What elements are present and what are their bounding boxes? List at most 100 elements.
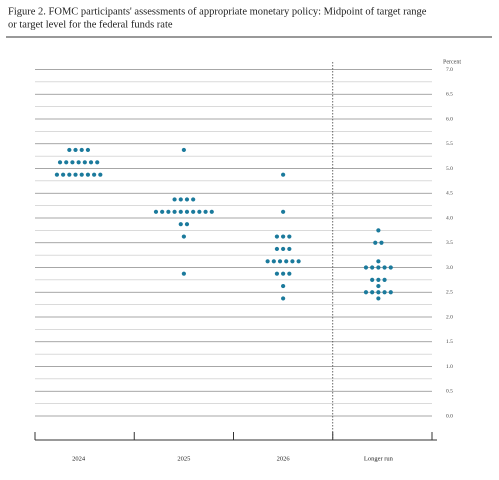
dot xyxy=(370,265,375,270)
dot xyxy=(287,234,292,239)
dot xyxy=(82,160,87,165)
dot xyxy=(376,265,381,270)
y-tick-label: 0.5 xyxy=(446,389,453,395)
dot xyxy=(67,147,72,153)
y-tick-label: 4.0 xyxy=(446,215,453,221)
y-tick-label: 6.0 xyxy=(446,116,453,122)
dot xyxy=(379,240,384,245)
y-tick-label: 6.5 xyxy=(446,92,453,98)
dot xyxy=(181,271,186,276)
dot xyxy=(172,209,177,214)
y-unit-label: Percent xyxy=(443,59,461,65)
chart-title: or target level for the federal funds ra… xyxy=(8,19,173,30)
dot xyxy=(172,197,177,202)
dot xyxy=(73,147,78,153)
x-tick-label: 2024 xyxy=(72,455,86,462)
dot xyxy=(376,283,381,289)
dot xyxy=(181,147,186,153)
dot xyxy=(373,240,378,245)
dot xyxy=(178,209,183,214)
dot xyxy=(184,209,190,214)
dot xyxy=(363,290,369,295)
dot xyxy=(388,290,393,295)
dot xyxy=(191,197,196,202)
y-tick-label: 1.0 xyxy=(446,364,453,370)
y-tick-label: 3.0 xyxy=(446,265,453,271)
dot xyxy=(277,259,283,264)
y-tick-label: 3.5 xyxy=(446,240,453,246)
dot xyxy=(376,277,381,282)
dot xyxy=(296,259,301,264)
dot xyxy=(153,209,159,214)
dot xyxy=(209,209,214,214)
dot xyxy=(73,172,78,177)
dot xyxy=(281,209,286,214)
x-tick-label: 2025 xyxy=(177,455,190,462)
dot xyxy=(382,265,387,270)
dot xyxy=(363,265,369,270)
dot xyxy=(98,172,103,177)
dot xyxy=(287,246,292,252)
dot xyxy=(281,172,286,177)
dot xyxy=(376,290,381,295)
dot xyxy=(265,259,270,264)
dot xyxy=(370,277,375,282)
dot xyxy=(274,246,280,252)
x-tick-label: 2026 xyxy=(277,455,291,462)
dot xyxy=(79,172,84,177)
dot xyxy=(376,228,381,233)
dot xyxy=(61,172,66,177)
dot xyxy=(284,259,289,264)
dot xyxy=(95,160,100,165)
dot xyxy=(274,234,280,239)
dot xyxy=(85,147,91,153)
x-tick-label: Longer run xyxy=(364,455,394,462)
dot xyxy=(88,160,94,165)
dot xyxy=(54,172,60,177)
y-tick-label: 2.0 xyxy=(446,314,453,320)
dot xyxy=(178,197,183,202)
dot xyxy=(281,283,286,289)
dot xyxy=(64,160,69,165)
dot xyxy=(67,172,72,177)
dot xyxy=(388,265,393,270)
dot xyxy=(290,259,295,264)
dot xyxy=(370,290,375,295)
dot xyxy=(271,259,276,264)
y-tick-label: 5.0 xyxy=(446,166,453,172)
dot xyxy=(382,277,387,282)
dot xyxy=(181,234,186,239)
dot xyxy=(191,209,196,214)
dot xyxy=(281,296,286,301)
dot xyxy=(79,147,84,153)
y-tick-label: 4.5 xyxy=(446,191,453,197)
dot xyxy=(382,290,387,295)
y-tick-label: 1.5 xyxy=(446,339,453,345)
y-tick-label: 0.0 xyxy=(446,413,453,419)
dot xyxy=(70,160,75,165)
dot xyxy=(166,209,171,214)
dot xyxy=(287,271,292,276)
dot xyxy=(203,209,208,214)
dot xyxy=(76,160,81,165)
chart-title: Figure 2. FOMC participants' assessments… xyxy=(8,6,427,17)
dot xyxy=(160,209,165,214)
y-tick-label: 7.0 xyxy=(446,67,453,73)
dot xyxy=(178,222,183,227)
y-tick-label: 5.5 xyxy=(446,141,453,147)
dot xyxy=(184,197,190,202)
dot xyxy=(376,296,381,301)
dot xyxy=(281,246,286,252)
dot xyxy=(281,234,286,239)
dot xyxy=(57,160,63,165)
y-tick-label: 2.5 xyxy=(446,290,453,296)
dot xyxy=(281,271,286,276)
dot xyxy=(274,271,280,276)
dot xyxy=(197,209,202,214)
dot xyxy=(376,259,381,264)
dot xyxy=(184,222,190,227)
dot xyxy=(85,172,91,177)
dot xyxy=(92,172,97,177)
